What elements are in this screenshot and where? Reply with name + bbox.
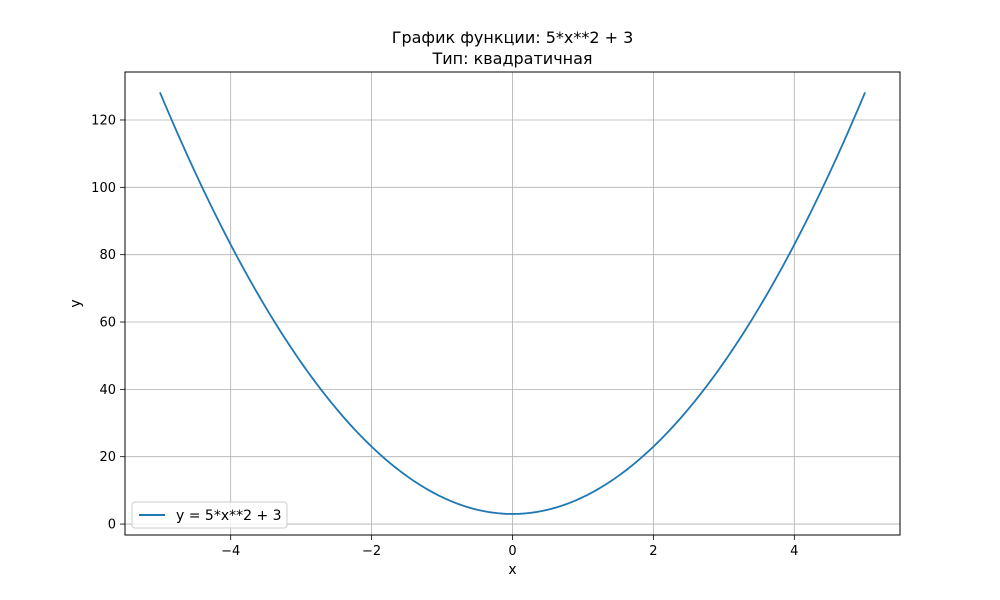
grid-lines xyxy=(125,72,900,535)
x-axis-label: x xyxy=(508,562,516,578)
legend-box xyxy=(131,501,288,529)
x-tick-label: −4 xyxy=(221,544,240,559)
y-tick-label: 60 xyxy=(99,316,116,331)
y-tick-label: 120 xyxy=(91,113,116,128)
y-tick-label: 40 xyxy=(99,383,116,398)
chart-title: График функции: 5*x**2 + 3 xyxy=(392,28,634,47)
chart-subtitle: Тип: квадратичная xyxy=(431,49,592,68)
y-tick-label: 20 xyxy=(99,450,116,465)
y-tick-label: 80 xyxy=(99,248,116,263)
x-tick-label: 4 xyxy=(790,544,798,559)
legend-label: y = 5*x**2 + 3 xyxy=(176,508,282,524)
series-layer xyxy=(159,92,866,515)
x-tick-label: 2 xyxy=(649,544,657,559)
x-tick-label: 0 xyxy=(508,544,516,559)
legend: y = 5*x**2 + 3 xyxy=(131,501,288,529)
x-tick-label: −2 xyxy=(362,544,381,559)
y-tick-label: 100 xyxy=(91,181,116,196)
series-line xyxy=(159,92,866,515)
y-axis-label: y xyxy=(68,299,84,307)
y-tick-label: 0 xyxy=(108,518,116,533)
